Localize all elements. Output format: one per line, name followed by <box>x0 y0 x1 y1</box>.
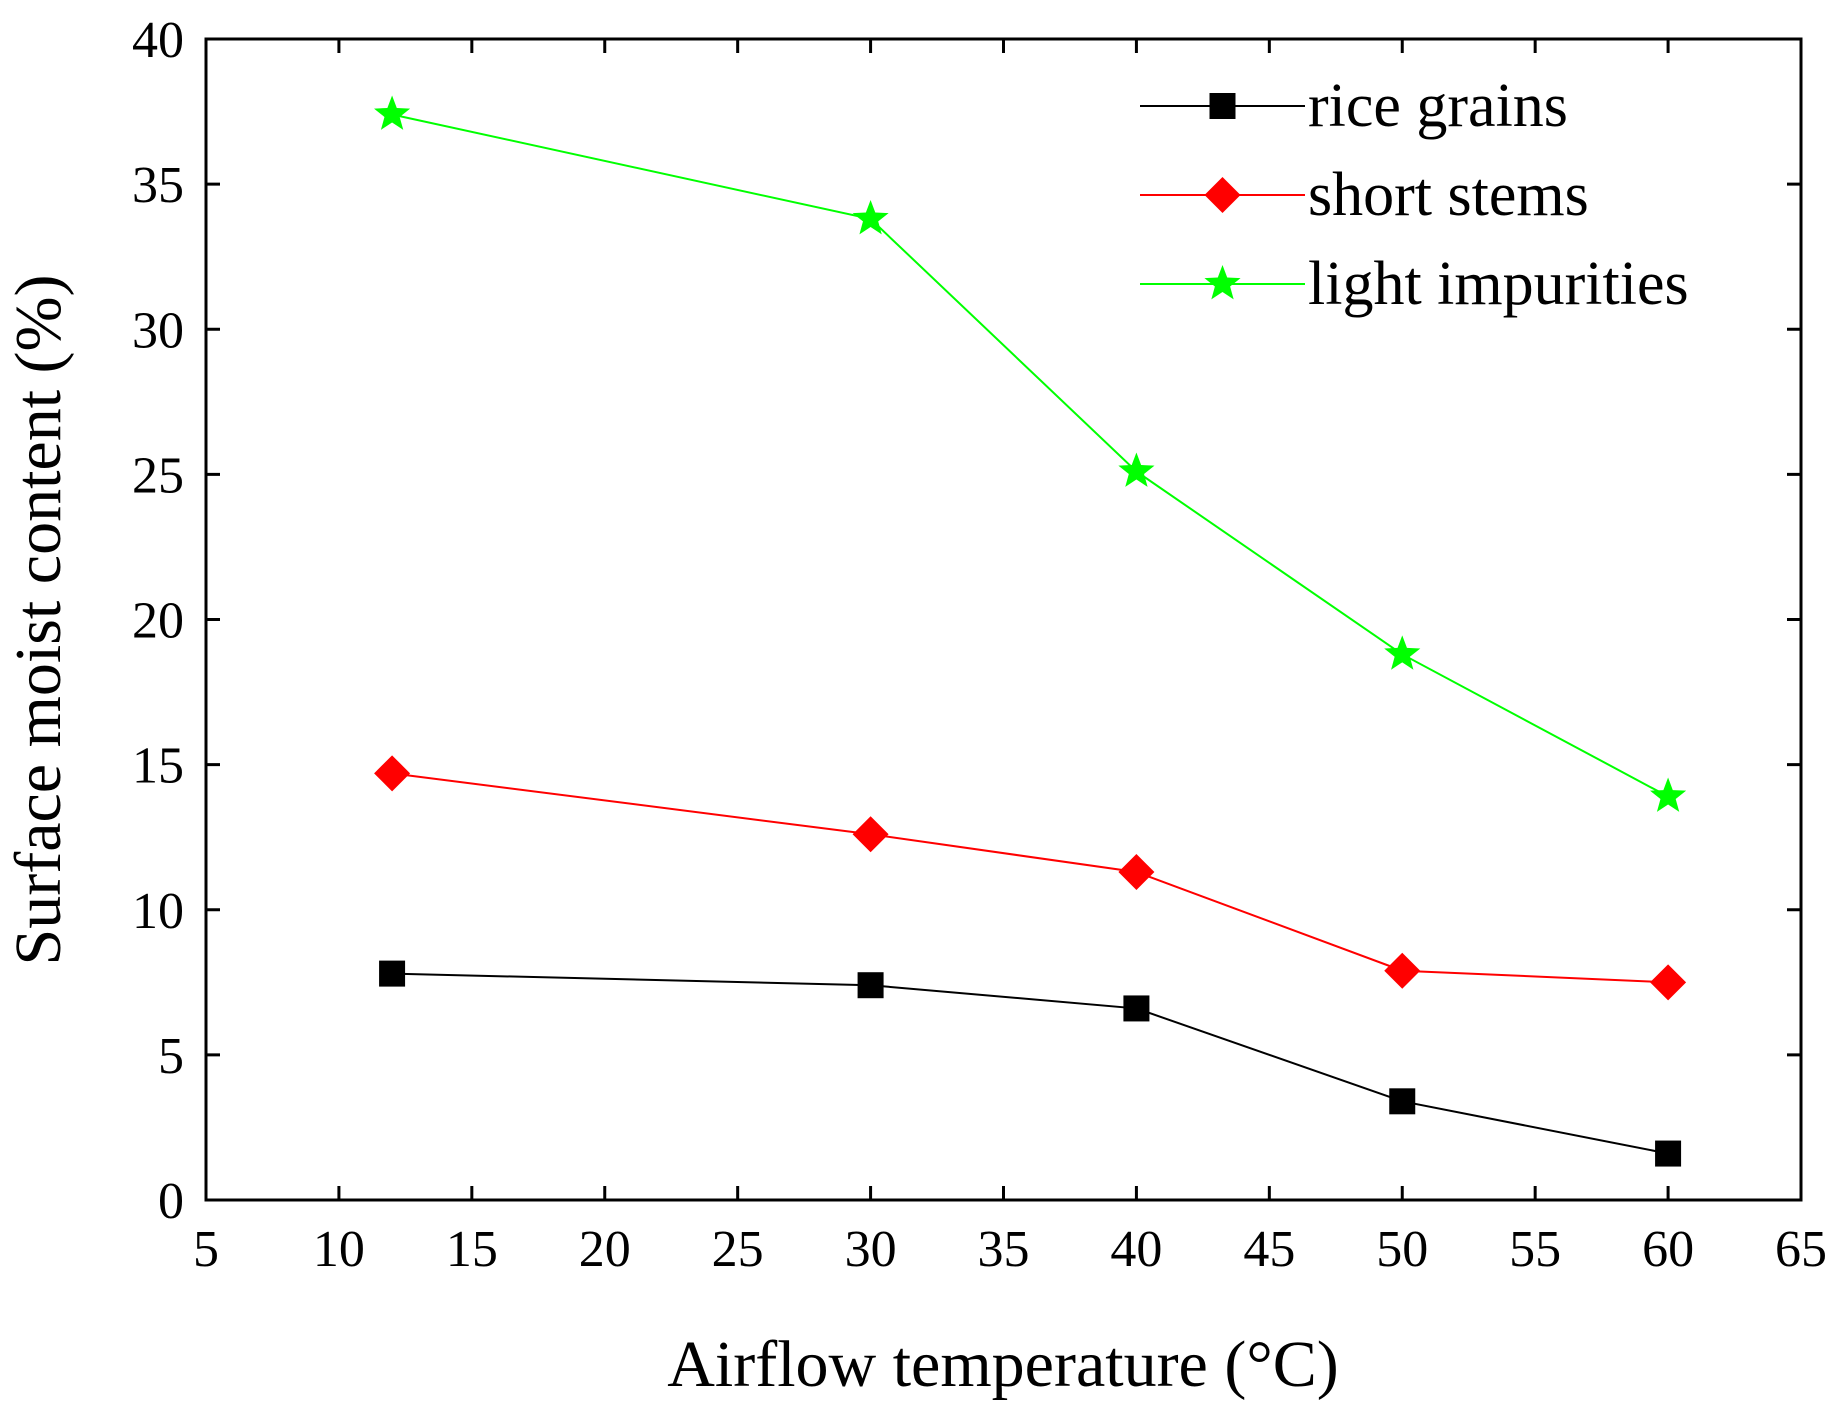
legend-label-3: light impurities <box>1308 250 1689 318</box>
data-point-square <box>1123 995 1150 1022</box>
y-axis-title: Surface moist content (%) <box>2 275 75 966</box>
x-tick-label: 45 <box>1243 1221 1295 1278</box>
data-point-square <box>1655 1140 1682 1167</box>
x-tick-label: 5 <box>193 1221 219 1278</box>
x-tick-label: 40 <box>1110 1221 1162 1278</box>
x-tick-label: 30 <box>845 1221 897 1278</box>
data-point-diamond <box>1384 952 1421 989</box>
x-tick-label: 50 <box>1376 1221 1428 1278</box>
data-point-square <box>1389 1088 1416 1115</box>
x-tick-label: 15 <box>446 1221 498 1278</box>
legend-label-1: rice grains <box>1308 72 1568 140</box>
x-tick-label: 65 <box>1775 1221 1827 1278</box>
data-point-star <box>852 199 889 235</box>
y-tick-label: 30 <box>132 302 184 359</box>
y-tick-label: 35 <box>132 157 184 214</box>
x-tick-label: 25 <box>712 1221 764 1278</box>
x-tick-label: 20 <box>579 1221 631 1278</box>
legend-marker-star <box>1204 265 1241 300</box>
y-tick-label: 5 <box>158 1028 184 1085</box>
data-point-square <box>857 972 884 999</box>
series-line-1 <box>392 972 1669 1155</box>
y-tick-label: 20 <box>132 593 184 650</box>
legend-marker-square <box>1209 93 1236 119</box>
data-point-diamond <box>1118 854 1155 891</box>
data-point-star <box>1384 635 1421 670</box>
x-tick-label: 10 <box>313 1221 365 1278</box>
y-tick-label: 10 <box>132 883 184 940</box>
data-point-star <box>1118 452 1155 487</box>
data-point-diamond <box>852 816 889 853</box>
series-line-2 <box>391 772 1669 984</box>
x-axis-title: Airflow temperature (°C) <box>667 1328 1338 1401</box>
data-point-diamond <box>374 755 411 792</box>
axes-layer: 5 10 15 20 25 30 35 40 45 50 55 60 65051015202530354… <box>132 12 1827 1278</box>
y-tick-label: 0 <box>158 1173 184 1230</box>
data-point-square <box>379 960 406 987</box>
y-tick-label: 40 <box>132 12 184 69</box>
data-point-diamond <box>1650 964 1687 1001</box>
x-tick-label: 60 <box>1642 1221 1694 1278</box>
data-point-star <box>1650 777 1687 812</box>
markers-layer <box>374 95 1687 1167</box>
legend-label-2: short stems <box>1308 161 1589 229</box>
legend: rice grains short stems light impurities <box>1140 72 1689 318</box>
data-point-star <box>374 95 411 130</box>
y-tick-label: 25 <box>132 447 184 504</box>
legend-marker-diamond <box>1204 177 1241 213</box>
x-tick-label: 55 <box>1509 1221 1561 1278</box>
y-tick-label: 15 <box>132 738 184 795</box>
x-tick-label: 35 <box>978 1221 1030 1278</box>
